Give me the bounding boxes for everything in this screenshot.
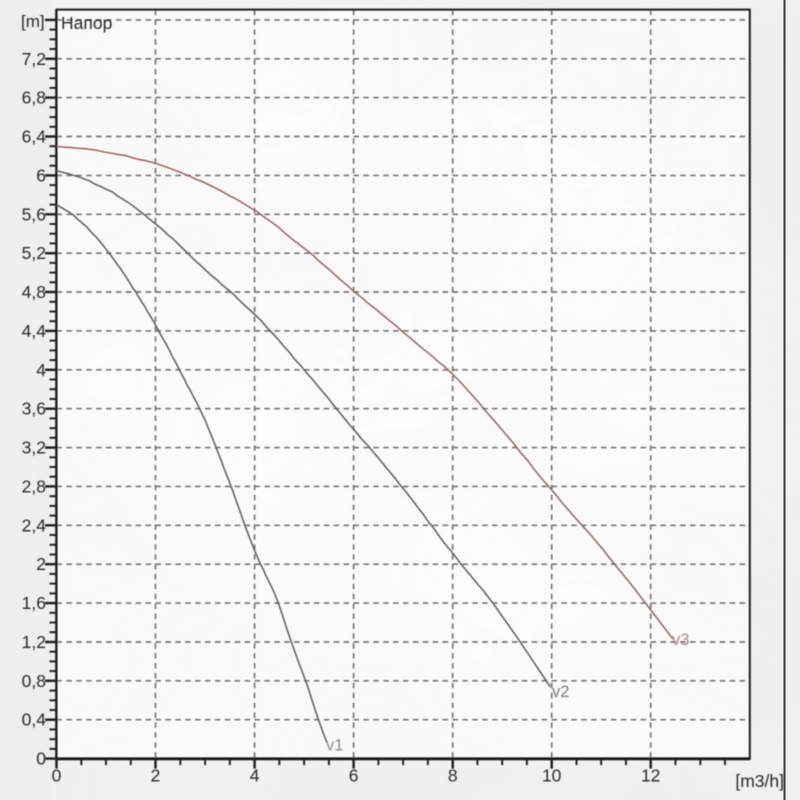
svg-text:10: 10: [542, 766, 562, 786]
svg-text:4,4: 4,4: [22, 321, 47, 341]
svg-text:0,8: 0,8: [22, 671, 46, 691]
svg-text:2,8: 2,8: [22, 476, 46, 496]
svg-text:2,4: 2,4: [22, 515, 47, 535]
svg-text:4,8: 4,8: [22, 282, 46, 302]
svg-text:6,4: 6,4: [22, 127, 47, 147]
svg-text:Напор: Напор: [61, 13, 112, 33]
svg-text:8: 8: [448, 766, 458, 786]
svg-text:[m]: [m]: [21, 12, 45, 31]
svg-text:0: 0: [52, 766, 62, 786]
svg-text:3,2: 3,2: [22, 438, 46, 458]
svg-text:6: 6: [36, 165, 46, 185]
svg-text:2: 2: [36, 554, 46, 574]
svg-text:4: 4: [250, 766, 260, 786]
svg-text:2: 2: [151, 766, 161, 786]
svg-text:1,2: 1,2: [22, 632, 46, 652]
svg-text:5,6: 5,6: [22, 204, 46, 224]
svg-text:v3: v3: [672, 631, 689, 649]
svg-text:12: 12: [641, 766, 660, 786]
svg-text:7,2: 7,2: [22, 49, 46, 69]
svg-text:v2: v2: [552, 683, 569, 701]
svg-text:6: 6: [349, 766, 359, 786]
svg-text:[m3/h]: [m3/h]: [735, 771, 784, 791]
svg-text:3,6: 3,6: [22, 399, 46, 419]
svg-text:v1: v1: [326, 737, 343, 755]
svg-text:1,6: 1,6: [22, 593, 46, 613]
svg-text:5,2: 5,2: [22, 243, 46, 263]
svg-text:4: 4: [36, 360, 46, 380]
svg-text:0: 0: [36, 749, 46, 769]
svg-text:6,8: 6,8: [22, 88, 46, 108]
svg-text:0,4: 0,4: [22, 710, 47, 730]
